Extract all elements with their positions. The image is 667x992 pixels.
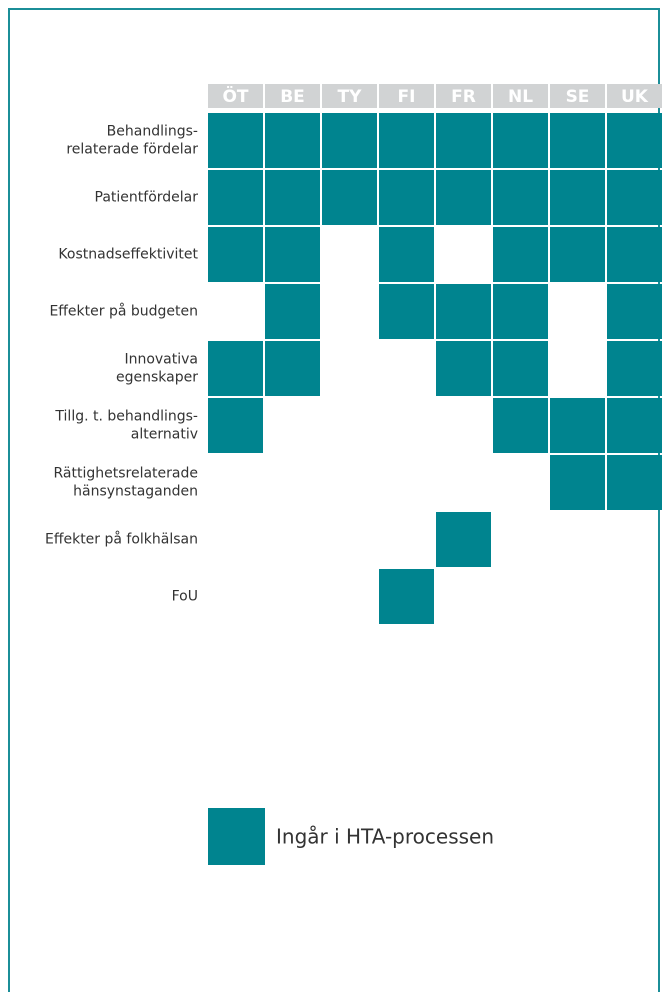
cell (550, 398, 605, 453)
cell (493, 227, 548, 282)
cell (208, 113, 263, 168)
cell (265, 341, 320, 396)
header-cell (550, 84, 605, 108)
header-cell (322, 84, 377, 108)
row-label: Tillg. t. behandlings- (54, 409, 198, 425)
cell (208, 341, 263, 396)
header-cell (493, 84, 548, 108)
cell (379, 227, 434, 282)
cell (208, 170, 263, 225)
header-cell (379, 84, 434, 108)
cell (550, 227, 605, 282)
column-label: FI (398, 87, 416, 107)
cell (436, 512, 491, 567)
column-label: BE (280, 87, 305, 107)
cell (208, 227, 263, 282)
cell (379, 113, 434, 168)
cell (607, 284, 662, 339)
cell (493, 398, 548, 453)
column-label: SE (566, 87, 590, 107)
header-cell (265, 84, 320, 108)
cell (550, 170, 605, 225)
legend-label: Ingår i HTA-processen (276, 825, 494, 849)
column-label: UK (621, 87, 649, 107)
cell (607, 227, 662, 282)
column-label: NL (508, 87, 533, 107)
row-label: Patientfördelar (95, 190, 199, 206)
cell (607, 341, 662, 396)
cell (607, 113, 662, 168)
row-label: Effekter på folkhälsan (45, 531, 198, 548)
header-cell (208, 84, 263, 108)
cell (550, 455, 605, 510)
cell (607, 170, 662, 225)
cell (550, 113, 605, 168)
cell (265, 113, 320, 168)
row-label: egenskaper (116, 370, 198, 386)
legend-swatch (208, 808, 265, 865)
cell (265, 170, 320, 225)
row-label: FoU (172, 589, 198, 605)
cell (493, 284, 548, 339)
cell (265, 227, 320, 282)
row-label: alternativ (131, 427, 198, 443)
cell (607, 398, 662, 453)
cell (208, 398, 263, 453)
row-label: Kostnadseffektivitet (58, 247, 198, 263)
row-label: Innovativa (124, 352, 198, 368)
header-cell (607, 84, 662, 108)
cell (322, 170, 377, 225)
cell (493, 113, 548, 168)
row-label: hänsynstaganden (73, 484, 198, 500)
row-label: relaterade fördelar (66, 142, 198, 158)
column-label: FR (451, 87, 476, 107)
cell (436, 170, 491, 225)
row-label: Behandlings- (107, 124, 198, 140)
cell (436, 341, 491, 396)
row-label: Effekter på budgeten (49, 303, 198, 320)
cell (436, 113, 491, 168)
cell (436, 284, 491, 339)
cell (322, 113, 377, 168)
column-label: TY (338, 87, 363, 107)
cell (607, 455, 662, 510)
row-label: Rättighetsrelaterade (54, 466, 199, 482)
cell (265, 284, 320, 339)
cell (493, 170, 548, 225)
cell (493, 341, 548, 396)
cell (379, 170, 434, 225)
column-label: ÖT (222, 85, 248, 107)
cell (379, 284, 434, 339)
header-cell (436, 84, 491, 108)
cell (379, 569, 434, 624)
